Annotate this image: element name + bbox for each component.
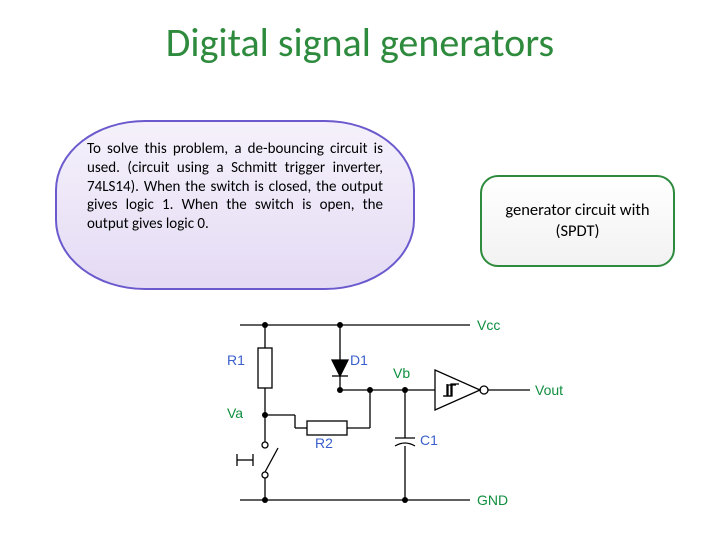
label-r1: R1 — [227, 352, 245, 368]
label-r2: R2 — [315, 435, 333, 451]
explanation-bubble: To solve this problem, a de-bouncing cir… — [55, 120, 415, 290]
label-vb: Vb — [393, 365, 410, 381]
label-d1: D1 — [350, 352, 368, 368]
label-vcc: Vcc — [477, 317, 500, 333]
label-gnd: GND — [477, 492, 508, 508]
caption-line1: generator circuit with — [505, 200, 649, 220]
label-va: Va — [227, 405, 243, 421]
label-vout: Vout — [535, 382, 563, 398]
slide-title: Digital signal generators — [0, 18, 720, 67]
caption-bubble: generator circuit with (SPDT) — [480, 175, 675, 267]
caption-line2: (SPDT) — [555, 221, 599, 241]
circuit-diagram: Vcc GND R1 Va D1 R2 — [135, 310, 595, 515]
label-c1: C1 — [420, 432, 438, 448]
